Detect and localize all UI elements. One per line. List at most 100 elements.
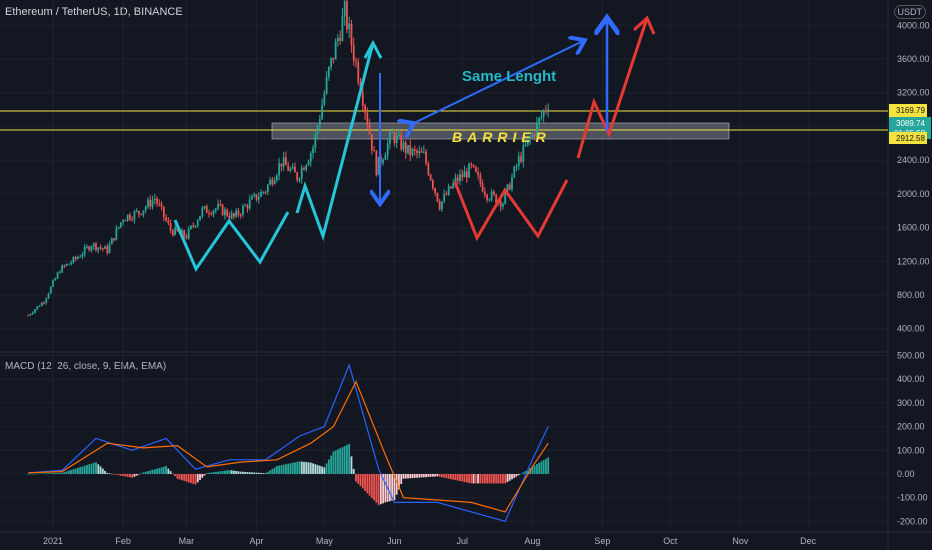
candle	[36, 306, 39, 311]
candle	[38, 304, 41, 308]
candle	[171, 229, 174, 237]
candle-body	[142, 210, 145, 215]
macd-histogram-bar	[196, 473, 199, 483]
candle-body	[104, 246, 106, 249]
candle	[386, 138, 389, 160]
macd-histogram-bar	[237, 471, 240, 474]
macd-histogram-bar	[395, 473, 398, 495]
candle-body	[305, 165, 308, 171]
candle	[321, 98, 323, 121]
candle	[40, 301, 43, 307]
macd-histogram-bar	[147, 471, 149, 474]
teal-pattern-rise	[295, 42, 375, 242]
macd-histogram-bar	[58, 472, 61, 474]
macd-histogram-bar	[235, 470, 238, 474]
candle-body	[203, 206, 206, 209]
candle-body	[86, 246, 88, 248]
macd-histogram-bar	[133, 473, 136, 477]
macd-histogram-bar	[271, 468, 274, 474]
blue-arrow-same-length	[412, 41, 583, 124]
candle-body	[407, 145, 409, 154]
candle	[438, 198, 441, 211]
candle-body	[95, 243, 97, 251]
candle-body	[106, 246, 109, 254]
candle	[242, 203, 244, 218]
lower-price-tag[interactable]	[889, 132, 927, 144]
candle	[425, 148, 427, 166]
candle-body	[452, 182, 455, 189]
macd-histogram-bar	[418, 473, 421, 478]
candle-body	[431, 180, 434, 189]
macd-histogram-bar	[126, 473, 129, 477]
candle-body	[450, 186, 452, 189]
candle	[545, 105, 547, 115]
macd-histogram-bar	[425, 473, 427, 478]
candle-body	[228, 215, 231, 219]
macd-histogram-bar	[373, 473, 375, 501]
macd-histogram-bar	[325, 463, 328, 474]
candle-body	[40, 302, 43, 307]
candle	[34, 308, 36, 314]
macd-histogram-bar	[502, 473, 504, 484]
candle	[190, 224, 192, 231]
candle-body	[294, 166, 296, 173]
macd-pane	[27, 363, 550, 523]
candle	[287, 161, 290, 172]
macd-histogram-bar	[393, 473, 396, 501]
candle	[450, 186, 452, 189]
macd-histogram-bar	[389, 473, 391, 502]
macd-histogram-bar	[81, 466, 84, 474]
candle	[221, 203, 224, 216]
candle-body	[65, 263, 68, 266]
candle-body	[183, 230, 186, 237]
macd-histogram-bar	[233, 470, 235, 474]
candle-body	[190, 225, 192, 229]
macd-histogram-bar	[190, 473, 192, 484]
candle-body	[29, 314, 32, 316]
candle	[517, 151, 520, 171]
candle-body	[264, 191, 267, 193]
candle-body	[99, 247, 102, 249]
candle-body	[517, 156, 520, 167]
candle-body	[251, 196, 253, 200]
macd-histogram-bar	[144, 471, 147, 474]
macd-histogram-bar	[391, 473, 394, 501]
candle	[318, 114, 321, 130]
time-axis: 2021 Feb Mar Apr May Jun Jul Aug Sep Oct Nov Dec	[43, 536, 817, 546]
macd-histogram-bar	[228, 470, 231, 474]
upper-price-tag[interactable]	[889, 104, 927, 117]
candle-body	[373, 150, 375, 152]
candle	[196, 218, 199, 228]
candle-body	[339, 37, 342, 41]
currency-badge[interactable]: USDT	[893, 5, 926, 19]
macd-histogram-bar	[443, 473, 446, 478]
macd-histogram-bar	[377, 473, 380, 506]
macd-tick-label: -100.00	[897, 493, 928, 503]
macd-histogram-bar	[316, 464, 319, 474]
candle-body	[192, 225, 195, 227]
price-tick-label: 400.00	[897, 324, 925, 334]
macd-histogram-bar	[264, 473, 267, 474]
candle-body	[77, 257, 79, 259]
candle-body	[255, 194, 258, 200]
candle	[174, 224, 177, 236]
candle	[253, 192, 256, 198]
candle	[115, 225, 118, 241]
candle	[429, 173, 432, 182]
macd-histogram-bar	[488, 473, 491, 484]
candle	[162, 206, 165, 222]
macd-histogram-bar	[400, 473, 403, 485]
macd-histogram-bar	[431, 473, 434, 477]
macd-histogram-bar	[303, 461, 305, 474]
candle-body	[456, 177, 459, 182]
candle	[264, 190, 267, 195]
macd-histogram-bar	[56, 472, 59, 474]
candle-body	[325, 76, 328, 94]
macd-histogram-bar	[210, 472, 213, 474]
macd-histogram-bar	[441, 473, 443, 478]
candle	[547, 103, 550, 118]
macd-histogram-bar	[135, 473, 138, 476]
candle-body	[400, 134, 403, 150]
macd-histogram-bar	[370, 473, 373, 499]
